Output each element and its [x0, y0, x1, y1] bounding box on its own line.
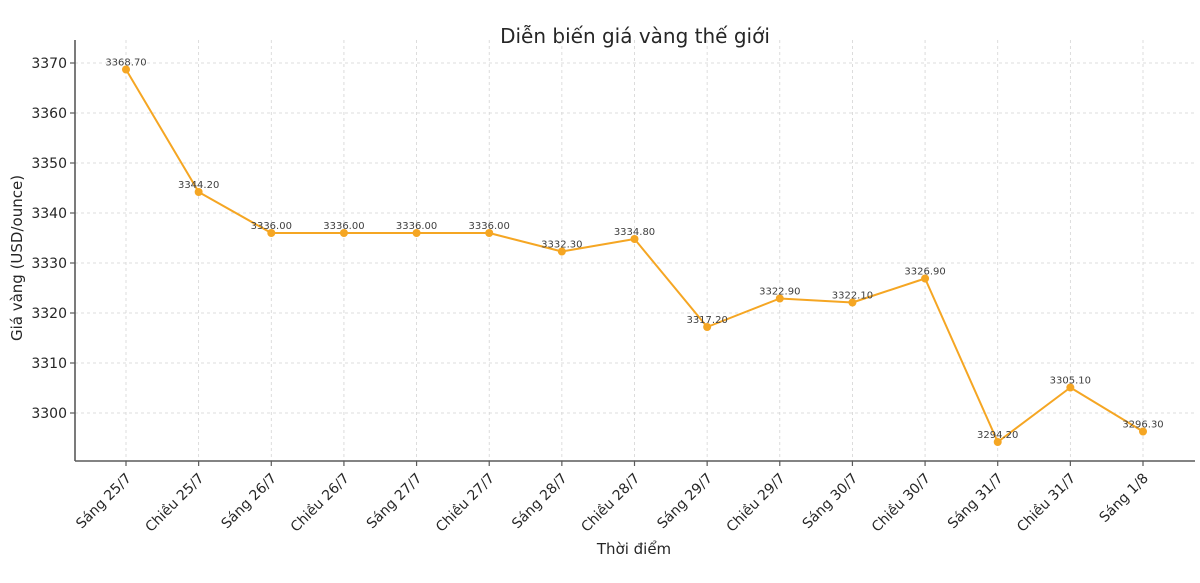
- x-tick-label: Chiều 26/7: [287, 470, 353, 536]
- data-point-label: 3332.30: [541, 240, 582, 251]
- data-point-label: 3334.80: [614, 227, 655, 238]
- data-point-marker: [267, 229, 276, 237]
- x-tick-label: Sáng 30/7: [800, 471, 862, 533]
- data-point-marker: [921, 274, 930, 283]
- data-point-label: 3336.00: [323, 221, 364, 232]
- y-tick-label: 3360: [31, 106, 67, 122]
- x-tick-label: Chiều 25/7: [142, 470, 208, 536]
- x-tick-label: Sáng 27/7: [364, 471, 426, 533]
- y-tick-label: 3310: [31, 356, 67, 372]
- data-point-marker: [1139, 427, 1147, 436]
- data-point-label: 3317.20: [686, 315, 727, 326]
- x-axis-label: Thời điểm: [596, 540, 671, 558]
- data-point-marker: [993, 438, 1002, 446]
- y-tick-label: 3340: [31, 206, 67, 222]
- data-point-marker: [339, 229, 348, 237]
- data-point-label: 3305.10: [1050, 376, 1091, 387]
- y-axis-label: Giá vàng (USD/ounce): [8, 175, 26, 341]
- data-point-marker: [775, 294, 784, 303]
- x-tick-label: Chiều 31/7: [1013, 470, 1079, 536]
- data-point-label: 3322.90: [759, 287, 800, 298]
- data-point-marker: [848, 298, 857, 307]
- chart-title: Diễn biến giá vàng thế giới: [500, 24, 770, 48]
- y-tick-label: 3330: [31, 256, 67, 272]
- x-tick-label: Chiều 29/7: [723, 470, 789, 536]
- x-tick-label: Chiều 30/7: [868, 470, 934, 536]
- x-tick-label: Sáng 26/7: [219, 471, 281, 533]
- data-point-marker: [485, 229, 494, 237]
- price-series: [122, 65, 1147, 446]
- data-point-marker: [1066, 383, 1075, 392]
- x-tick-label: Sáng 25/7: [73, 471, 135, 533]
- data-point-marker: [703, 323, 712, 331]
- data-labels: 3368.70 3344.20 3336.00 3336.00 3336.00 3336.…: [105, 58, 1163, 442]
- x-tick-label: Sáng 28/7: [509, 471, 571, 533]
- data-point-marker: [412, 229, 421, 237]
- data-point-label: 3336.00: [251, 221, 292, 232]
- x-tick-label: Sáng 29/7: [654, 471, 716, 533]
- x-tick-label: Sáng 31/7: [945, 471, 1007, 533]
- data-point-label: 3326.90: [904, 267, 945, 278]
- data-point-label: 3344.20: [178, 180, 219, 191]
- x-tick-label: Sáng 1/8: [1097, 471, 1152, 526]
- y-tick-label: 3370: [31, 56, 67, 72]
- data-point-label: 3368.70: [105, 58, 146, 69]
- x-tick-label: Chiều 27/7: [432, 470, 498, 536]
- data-point-label: 3294.20: [977, 430, 1018, 441]
- grid-lines: [75, 40, 1195, 461]
- data-point-label: 3336.00: [469, 221, 510, 232]
- data-point-label: 3336.00: [396, 221, 437, 232]
- data-point-label: 3296.30: [1122, 420, 1163, 431]
- data-point-marker: [630, 235, 639, 243]
- x-axis: Sáng 25/7 Chiều 25/7 Sáng 26/7 Chiều 26/7 Sá…: [73, 461, 1152, 536]
- x-tick-label: Chiều 28/7: [578, 470, 644, 536]
- data-point-marker: [194, 188, 203, 196]
- data-point-label: 3322.10: [832, 291, 873, 302]
- data-point-marker: [557, 247, 566, 256]
- data-point-marker: [122, 65, 130, 74]
- y-tick-label: 3320: [31, 306, 67, 322]
- y-tick-label: 3350: [31, 156, 67, 172]
- y-tick-label: 3300: [31, 406, 67, 422]
- y-axis: 3300 3310 3320 3330 3340 3350 3360 3370: [31, 56, 75, 422]
